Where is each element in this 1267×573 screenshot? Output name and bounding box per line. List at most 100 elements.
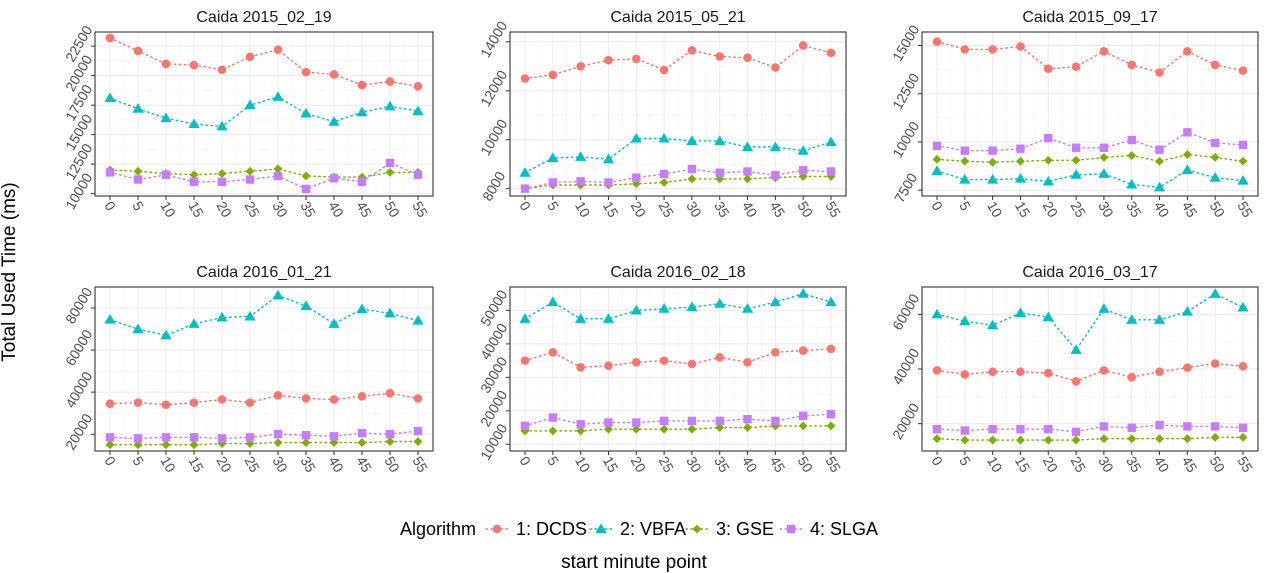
x-tick-label: 25 <box>655 199 677 221</box>
data-point-2-vbfa <box>1153 181 1166 192</box>
series-line-3-gse <box>936 153 1244 163</box>
data-point-4-slga <box>329 174 339 183</box>
data-point-4-slga <box>960 426 970 435</box>
data-point-2-vbfa <box>987 319 999 330</box>
data-point-4-slga <box>604 418 613 427</box>
data-point-4-slga <box>659 169 669 179</box>
legend-label-1-dcds: 1: DCDS <box>516 519 587 539</box>
data-point-3-gse <box>301 171 311 181</box>
data-point-2-vbfa <box>412 315 424 325</box>
series-line-1-dcds <box>524 348 832 369</box>
data-point-4-slga <box>1016 424 1025 434</box>
data-point-3-gse <box>960 435 970 445</box>
data-point-3-gse <box>273 438 283 447</box>
legend-title: Algorithm <box>400 519 476 539</box>
data-point-2-vbfa <box>741 141 754 152</box>
data-point-2-vbfa <box>132 103 144 113</box>
data-point-4-slga <box>301 184 311 194</box>
data-point-2-vbfa <box>1153 314 1166 324</box>
data-point-4-slga <box>1099 143 1109 152</box>
data-point-1-dcds <box>189 60 199 70</box>
legend-label-4-slga: 4: SLGA <box>810 519 878 539</box>
data-point-2-vbfa <box>104 92 116 103</box>
data-point-2-vbfa <box>797 288 809 298</box>
data-point-4-slga <box>385 158 395 168</box>
data-point-1-dcds <box>715 52 725 61</box>
x-tick-label: 30 <box>683 454 705 476</box>
x-tick-label: 10 <box>984 454 1006 476</box>
data-point-1-dcds <box>932 366 942 375</box>
data-point-4-slga <box>743 415 752 424</box>
data-point-4-slga <box>1210 422 1220 431</box>
data-point-4-slga <box>988 424 997 434</box>
data-point-2-vbfa <box>160 112 172 123</box>
data-point-1-dcds <box>217 395 227 404</box>
data-point-2-vbfa <box>160 329 172 340</box>
data-point-1-dcds <box>133 46 143 56</box>
data-point-2-vbfa <box>216 120 228 131</box>
data-point-2-vbfa <box>244 99 256 110</box>
data-point-1-dcds <box>743 358 752 367</box>
data-point-3-gse <box>161 440 171 450</box>
x-tick-label: 25 <box>241 199 263 221</box>
series-line-3-gse <box>524 425 832 432</box>
data-point-2-vbfa <box>630 304 642 315</box>
data-point-1-dcds <box>988 367 997 377</box>
data-point-1-dcds <box>520 74 530 83</box>
data-point-2-vbfa <box>1070 169 1082 179</box>
data-point-1-dcds <box>1127 60 1137 70</box>
panel-title: Caida 2015_02_19 <box>196 9 331 26</box>
data-point-4-slga <box>273 429 283 439</box>
data-point-4-slga <box>798 411 808 421</box>
x-tick-label: 55 <box>822 454 844 476</box>
legend-label-2-vbfa: 2: VBFA <box>620 519 686 539</box>
data-point-4-slga <box>161 170 171 179</box>
y-tick-label: 12500 <box>889 70 922 112</box>
data-point-2-vbfa <box>104 313 116 324</box>
data-point-3-gse <box>357 438 367 447</box>
data-point-1-dcds <box>548 347 558 357</box>
data-point-2-vbfa <box>931 165 943 175</box>
data-point-2-vbfa <box>356 106 368 117</box>
series-line-1-dcds <box>109 37 419 88</box>
data-point-2-vbfa <box>272 91 284 101</box>
data-point-2-vbfa <box>602 313 615 323</box>
data-point-3-gse <box>1210 432 1220 442</box>
series-line-2-vbfa <box>524 292 832 320</box>
series-line-4-slga <box>524 168 832 190</box>
data-point-1-dcds <box>133 398 143 407</box>
data-point-3-gse <box>1155 434 1164 444</box>
data-point-4-slga <box>1210 138 1220 148</box>
data-point-4-slga <box>932 141 942 151</box>
data-point-3-gse <box>687 424 697 434</box>
series-line-1-dcds <box>109 392 419 406</box>
data-point-2-vbfa <box>519 313 531 323</box>
y-tick-label: 60000 <box>62 327 95 369</box>
panel-title: Caida 2016_03_17 <box>1022 264 1157 281</box>
data-point-3-gse <box>301 438 311 447</box>
data-point-1-dcds <box>1238 66 1248 75</box>
x-tick-label: 55 <box>1234 199 1256 221</box>
data-point-2-vbfa <box>188 318 200 328</box>
data-point-2-vbfa <box>769 296 781 307</box>
panel-border <box>94 31 434 197</box>
x-tick-label: 10 <box>157 199 179 221</box>
data-point-3-gse <box>960 156 970 166</box>
data-point-1-dcds <box>798 346 808 355</box>
data-point-4-slga <box>576 177 585 186</box>
x-tick-label: 35 <box>297 199 319 221</box>
data-point-2-vbfa <box>1098 168 1110 178</box>
data-point-3-gse <box>133 166 143 176</box>
x-tick-label: 15 <box>1012 199 1034 221</box>
data-point-4-slga <box>1099 422 1109 431</box>
data-point-4-slga <box>1238 140 1248 150</box>
data-point-3-gse <box>988 435 998 445</box>
series-line-4-slga <box>936 131 1244 152</box>
x-tick-label: 30 <box>269 454 291 476</box>
data-point-1-dcds <box>771 347 780 357</box>
x-tick-label: 40 <box>739 199 761 221</box>
data-point-2-vbfa <box>1209 172 1221 182</box>
data-point-4-slga <box>715 168 724 177</box>
data-point-1-dcds <box>988 45 997 54</box>
data-point-2-vbfa <box>300 107 312 118</box>
